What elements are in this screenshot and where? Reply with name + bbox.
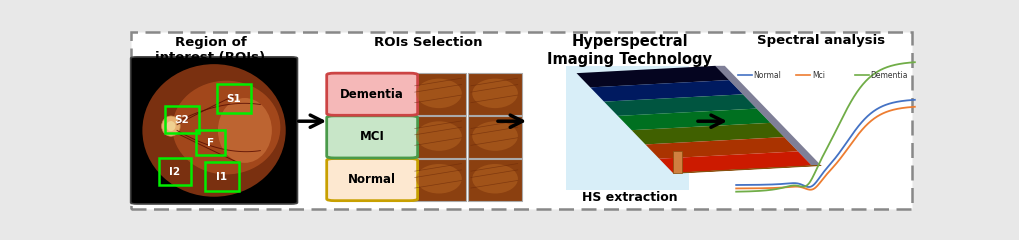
Bar xyxy=(468,159,522,201)
Bar xyxy=(468,73,522,115)
Text: Hyperspectral
Imaging Technology: Hyperspectral Imaging Technology xyxy=(546,34,711,67)
Text: F: F xyxy=(207,138,214,148)
Polygon shape xyxy=(714,66,820,166)
Bar xyxy=(217,84,251,113)
Bar xyxy=(158,158,191,185)
Ellipse shape xyxy=(218,98,272,163)
Ellipse shape xyxy=(416,121,462,151)
Text: I2: I2 xyxy=(169,167,180,177)
Text: I1: I1 xyxy=(216,172,227,182)
Text: Normal: Normal xyxy=(347,173,395,186)
Ellipse shape xyxy=(472,121,518,151)
FancyBboxPatch shape xyxy=(326,159,417,201)
Ellipse shape xyxy=(161,116,180,136)
Bar xyxy=(412,159,466,201)
Polygon shape xyxy=(673,151,682,173)
Polygon shape xyxy=(603,94,756,116)
Text: Region of
interest (ROIs): Region of interest (ROIs) xyxy=(155,36,265,64)
Bar xyxy=(412,116,466,158)
Ellipse shape xyxy=(172,81,280,174)
Polygon shape xyxy=(658,151,811,173)
Text: Spectral analysis: Spectral analysis xyxy=(757,34,884,47)
FancyBboxPatch shape xyxy=(326,116,417,158)
Polygon shape xyxy=(590,80,742,102)
Polygon shape xyxy=(618,108,769,130)
Ellipse shape xyxy=(416,79,462,108)
FancyBboxPatch shape xyxy=(130,57,298,204)
Bar xyxy=(468,116,522,158)
Text: Normal: Normal xyxy=(753,71,781,79)
Ellipse shape xyxy=(416,164,462,193)
Polygon shape xyxy=(631,123,784,144)
Text: HS extraction: HS extraction xyxy=(581,191,677,204)
Ellipse shape xyxy=(166,121,175,131)
Bar xyxy=(205,162,238,191)
Polygon shape xyxy=(645,137,797,159)
Ellipse shape xyxy=(472,79,518,108)
FancyBboxPatch shape xyxy=(566,66,688,190)
Bar xyxy=(412,73,466,115)
Text: Dementia: Dementia xyxy=(870,71,907,79)
Polygon shape xyxy=(673,166,820,173)
Text: Dementia: Dementia xyxy=(340,88,404,101)
Bar xyxy=(165,106,199,133)
Ellipse shape xyxy=(472,164,518,193)
Polygon shape xyxy=(576,66,729,87)
Text: ROIs Selection: ROIs Selection xyxy=(373,36,482,49)
Bar xyxy=(196,131,224,155)
Text: S2: S2 xyxy=(174,115,189,125)
Text: MCI: MCI xyxy=(360,130,384,144)
Text: Mci: Mci xyxy=(811,71,824,79)
FancyBboxPatch shape xyxy=(131,32,912,209)
Ellipse shape xyxy=(143,64,285,197)
FancyBboxPatch shape xyxy=(326,73,417,115)
Text: S1: S1 xyxy=(226,94,242,104)
